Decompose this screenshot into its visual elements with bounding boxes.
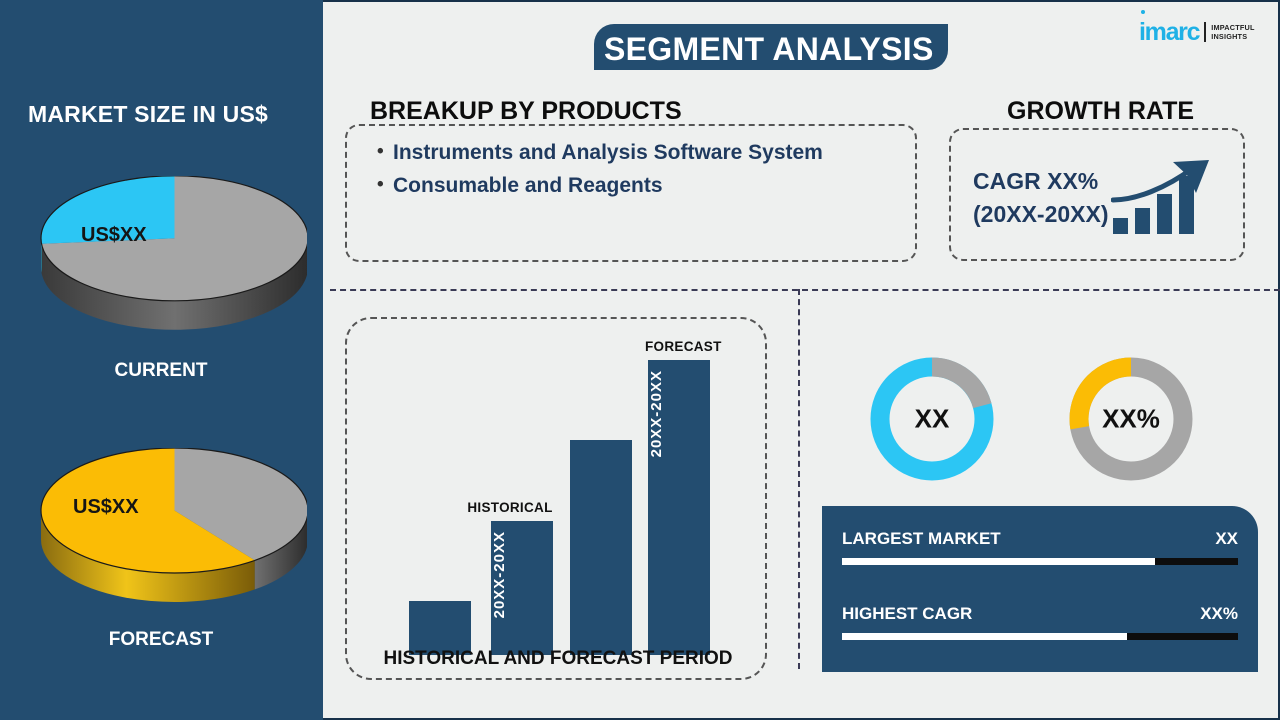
svg-text:US$XX: US$XX	[73, 496, 139, 518]
svg-text:US$XX: US$XX	[81, 224, 147, 246]
